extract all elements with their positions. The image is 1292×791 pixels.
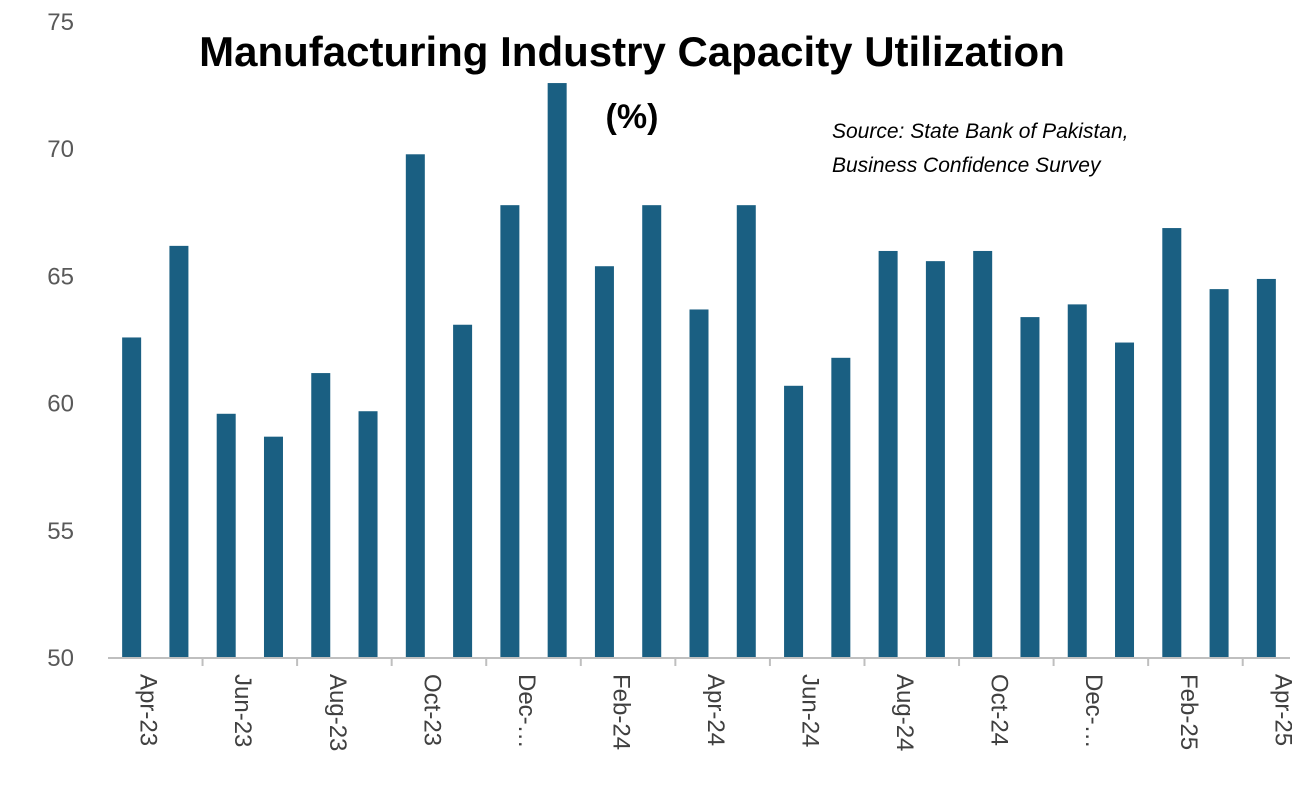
source-note-line-1: Source: State Bank of Pakistan, — [832, 120, 1129, 143]
x-tick-label: Jun-23 — [229, 674, 256, 747]
source-note-line-2: Business Confidence Survey — [832, 154, 1102, 177]
bar-Aug-23 — [311, 373, 331, 658]
bar-Jun-23 — [216, 413, 236, 658]
bar-Apr-23 — [122, 337, 142, 658]
y-tick-label: 50 — [47, 645, 74, 672]
bar-Jan-25 — [1115, 342, 1135, 658]
bar-Apr-25 — [1256, 278, 1276, 658]
bar-Sep-23 — [358, 411, 378, 658]
bar-Mar-25 — [1209, 289, 1229, 658]
x-tick-label: Apr-24 — [702, 674, 729, 746]
x-tick-label: Feb-25 — [1175, 674, 1202, 750]
x-tick-label: Dec-… — [1080, 674, 1107, 749]
bar-Feb-25 — [1162, 228, 1182, 658]
y-tick-label: 55 — [47, 518, 74, 545]
bar-May-23 — [169, 245, 189, 658]
bar-Jan-24 — [547, 83, 567, 658]
x-tick-label: Oct-23 — [418, 674, 445, 746]
bar-Dec-24 — [1067, 304, 1087, 658]
y-tick-label: 60 — [47, 391, 74, 418]
bar-Sep-24 — [925, 261, 945, 658]
bar-Feb-24 — [594, 266, 614, 658]
bar-Aug-24 — [878, 250, 898, 658]
y-tick-label: 75 — [47, 9, 74, 36]
chart-title: Manufacturing Industry Capacity Utilizat… — [199, 28, 1065, 75]
x-tick-label: Dec-… — [513, 674, 540, 749]
bar-Oct-23 — [405, 154, 425, 659]
bar-Mar-24 — [642, 205, 662, 659]
bar-Nov-23 — [453, 324, 473, 658]
y-tick-label: 65 — [47, 263, 74, 290]
bars — [122, 83, 1276, 659]
y-tick-labels: 50 55 60 65 70 75 — [47, 9, 74, 672]
x-tick-label: Apr-23 — [135, 674, 162, 746]
x-tick-label: Jun-24 — [797, 674, 824, 747]
chart-subtitle: (%) — [606, 98, 659, 136]
x-tick-label: Apr-25 — [1269, 674, 1292, 746]
bar-Jul-23 — [263, 436, 283, 658]
x-tick-label: Aug-23 — [324, 674, 351, 751]
x-tick-label: Oct-24 — [986, 674, 1013, 746]
bar-Dec-23 — [500, 205, 520, 659]
bar-Oct-24 — [973, 250, 993, 658]
y-tick-label: 70 — [47, 136, 74, 163]
bar-May-24 — [736, 205, 756, 659]
bar-Jul-24 — [831, 357, 851, 658]
x-tick-label: Aug-24 — [891, 674, 918, 751]
bar-Apr-24 — [689, 309, 709, 658]
x-tick-labels: Apr-23 Jun-23 Aug-23 Oct-23 Dec-… Feb-24 Apr-2… — [135, 658, 1292, 751]
bar-Nov-24 — [1020, 317, 1040, 658]
x-tick-label: Feb-24 — [607, 674, 634, 750]
bar-Jun-24 — [784, 385, 804, 658]
